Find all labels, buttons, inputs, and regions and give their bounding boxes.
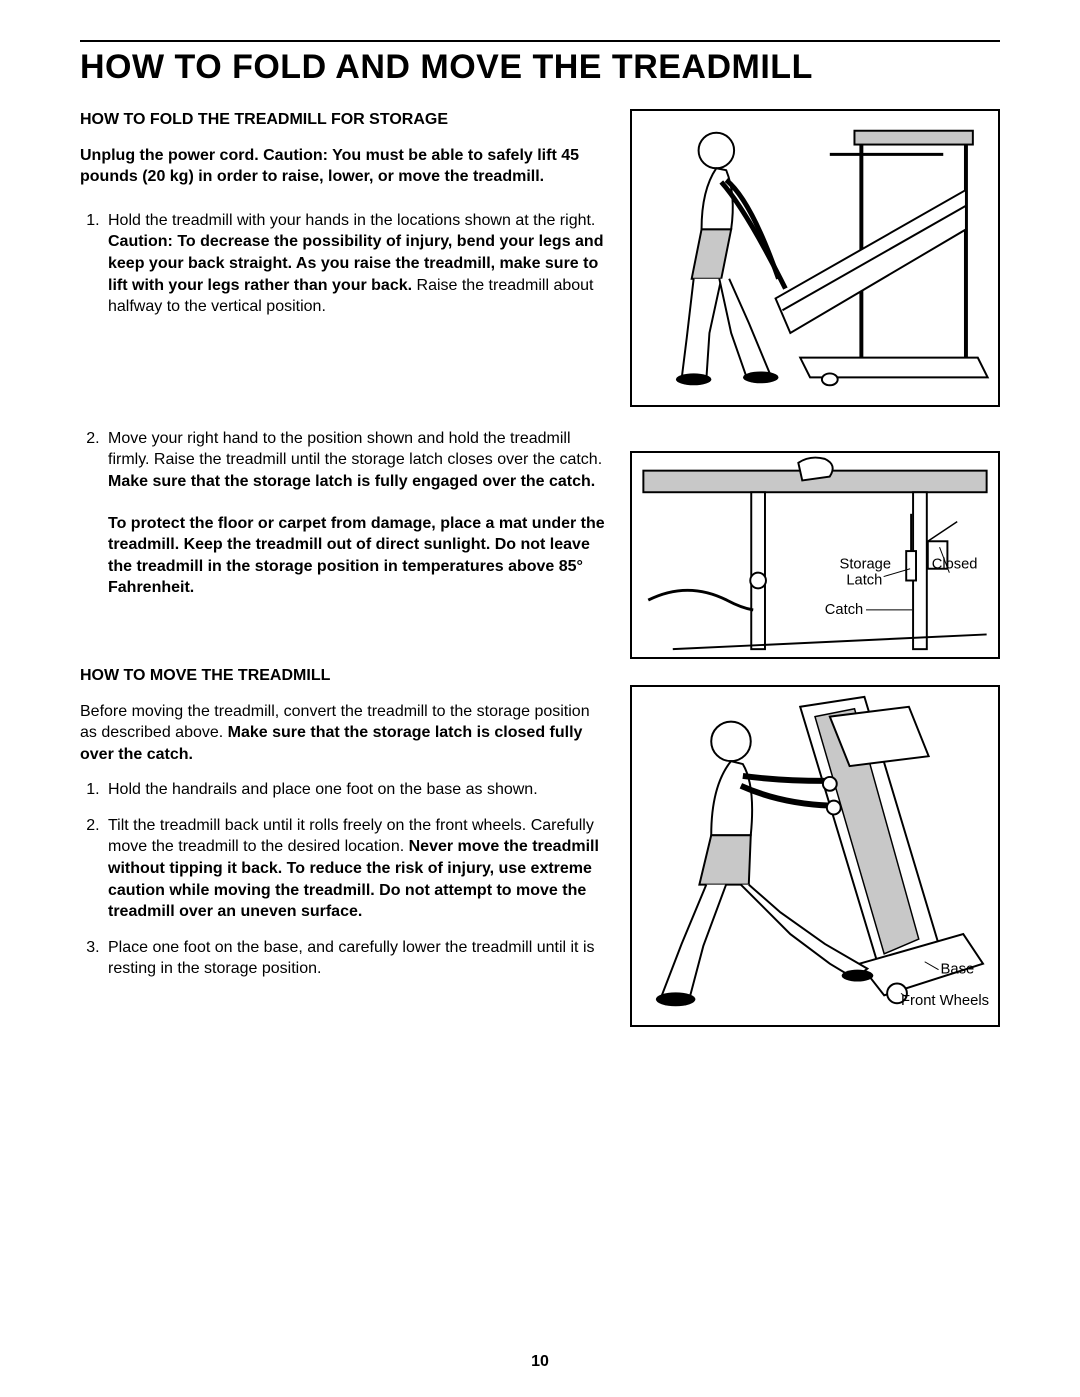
figure-1-illustration [632,111,998,405]
figure-3-illustration: Base Front Wheels [632,687,998,1025]
section2-step3: Place one foot on the base, and carefull… [104,937,610,980]
section1-intro: Unplug the power cord. Caution: You must… [80,145,610,188]
content-columns: HOW TO FOLD THE TREADMILL FOR STORAGE Un… [80,109,1000,1027]
page-title: HOW TO FOLD AND MOVE THE TREADMILL [80,48,1000,87]
step2-part-a: Move your right hand to the position sho… [108,430,602,469]
svg-text:Latch: Latch [846,572,882,588]
section2-step1: Hold the handrails and place one foot on… [104,779,610,801]
section2-step2: Tilt the treadmill back until it rolls f… [104,815,610,923]
figure-2-latch: Storage Latch Closed Catch [630,451,1000,659]
label-closed: Closed [932,557,978,573]
label-front-wheels: Front Wheels [901,993,989,1009]
label-base: Base [941,962,975,978]
label-storage-latch: Storage [840,557,892,573]
section2-steps: Hold the handrails and place one foot on… [80,779,610,980]
right-column: Storage Latch Closed Catch [630,109,1000,1027]
figure-2-illustration: Storage Latch Closed Catch [632,453,998,657]
figure-3-move: Base Front Wheels [630,685,1000,1027]
section1-step1: Hold the treadmill with your hands in th… [104,210,610,414]
step2-part-c: To protect the floor or carpet from dama… [108,513,610,599]
left-column: HOW TO FOLD THE TREADMILL FOR STORAGE Un… [80,109,610,1027]
section1-step2: Move your right hand to the position sho… [104,428,610,599]
step1-part-a: Hold the treadmill with your hands in th… [108,212,595,229]
section1-heading: HOW TO FOLD THE TREADMILL FOR STORAGE [80,109,610,131]
section1-steps: Hold the treadmill with your hands in th… [80,210,610,599]
figure-1-fold [630,109,1000,407]
label-catch: Catch [825,602,863,618]
section2-intro: Before moving the treadmill, convert the… [80,701,610,766]
step2-part-b: Make sure that the storage latch is full… [108,473,595,490]
page-number: 10 [0,1353,1080,1371]
top-rule [80,40,1000,42]
section2-heading: HOW TO MOVE THE TREADMILL [80,665,610,687]
